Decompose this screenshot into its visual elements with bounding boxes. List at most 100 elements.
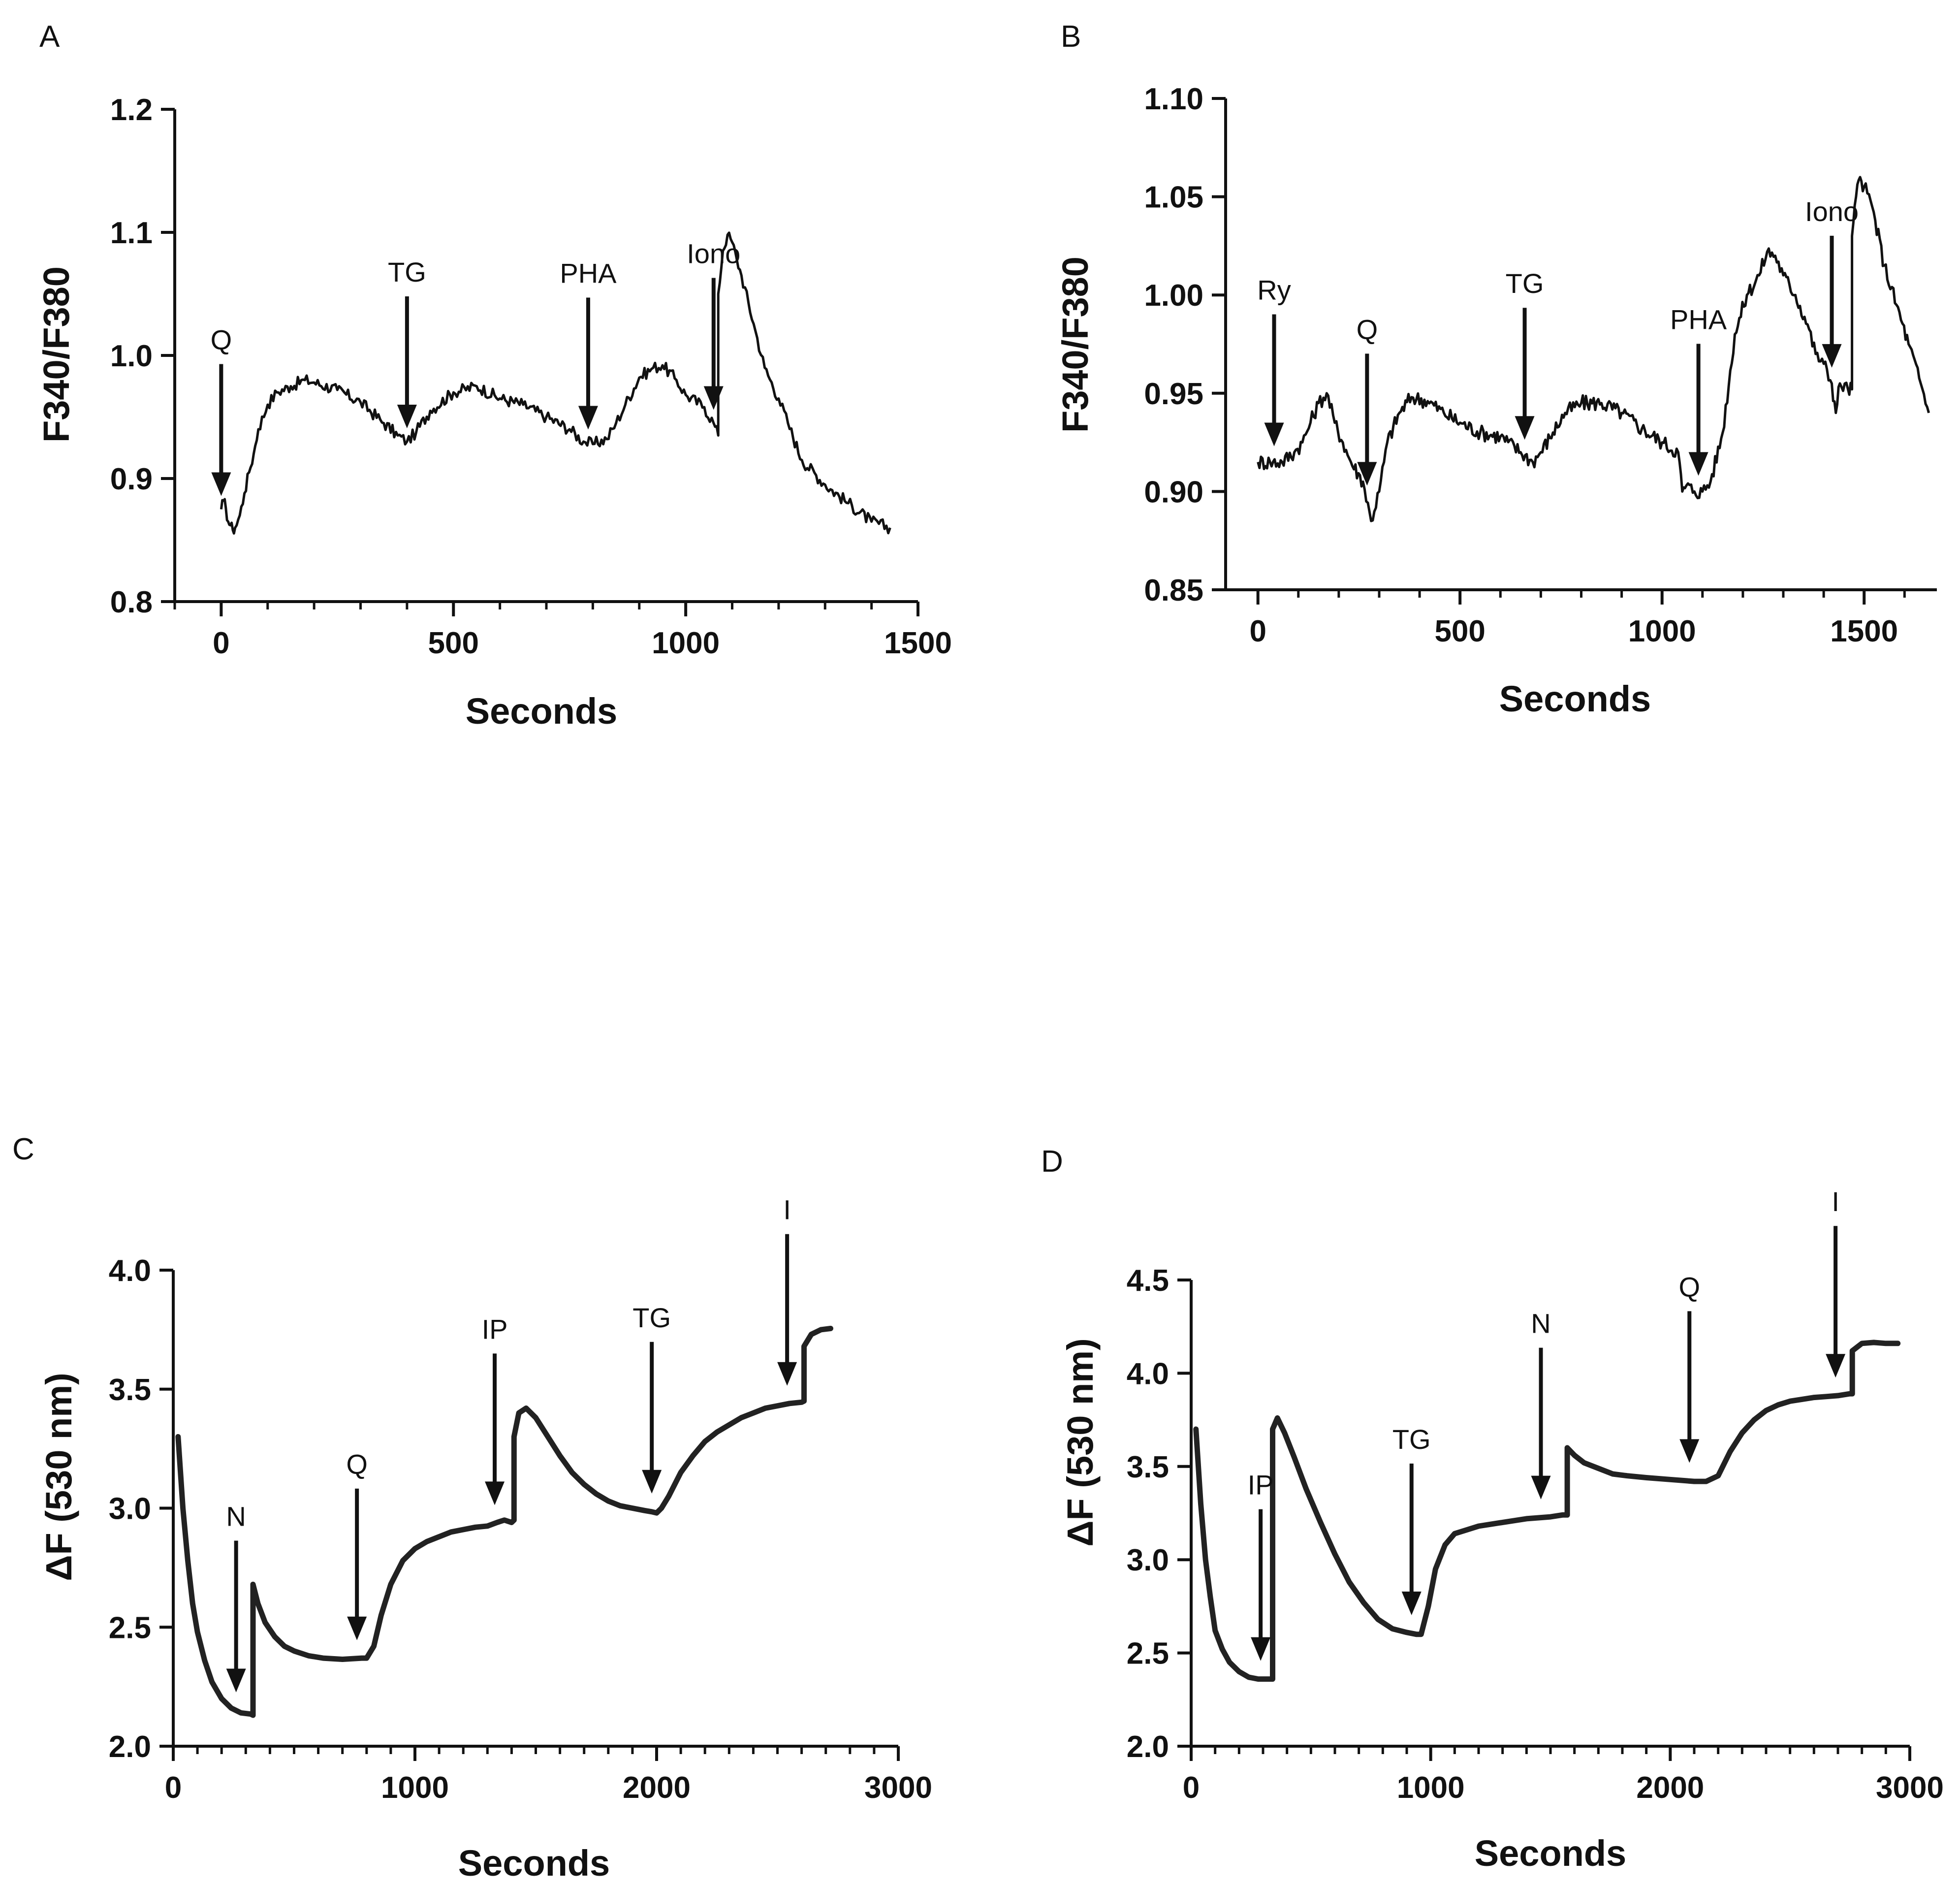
panel-a: A 0.8 0.9 1.0 1.1 1.2 0 500 1000 1500 Q TG PHA Iono… [36, 20, 952, 732]
panel-d-annotation-label: IP [1248, 1470, 1274, 1501]
panel-c-annotation-arrowhead [777, 1362, 797, 1386]
panel-a-y-tick-label: 0.8 [110, 585, 153, 619]
panel-a-annotation-label: TG [388, 256, 426, 288]
panel-c-axes [172, 1270, 898, 1748]
panel-c-annotation-label: TG [632, 1302, 671, 1333]
panel-b-annotations: Ry Q TG PHA Iono [1257, 196, 1859, 486]
panel-a-trace [220, 231, 891, 535]
panel-b-annotation-arrowhead [1264, 422, 1284, 447]
panel-c-annotation-arrowhead [347, 1616, 367, 1640]
panel-a-annotation-label: PHA [560, 258, 617, 289]
panel-b-trace [1257, 176, 1930, 522]
panel-c-annotation-label: IP [482, 1313, 508, 1344]
panel-a-x-tick-label: 500 [428, 626, 479, 660]
panel-b-axes [1224, 98, 1937, 591]
panel-c-y-tick-label: 2.0 [109, 1730, 151, 1764]
panel-d-annotations: IP TG N Q I [1248, 1186, 1846, 1661]
panel-d-axes [1190, 1280, 1910, 1748]
panel-c-ticks: 2.0 2.5 3.0 3.5 4.0 0 1000 2000 3000 [109, 1254, 932, 1805]
panel-c-annotation-label: Q [346, 1449, 368, 1480]
panel-b-x-tick-label: 1500 [1830, 614, 1898, 648]
panel-d-y-tick-label: 2.5 [1127, 1637, 1169, 1671]
panel-d: D 2.0 2.5 3.0 3.5 4.0 4.5 0 1000 2000 3000 IP TG N Q… [1041, 1145, 1944, 1874]
panel-a-y-axis-title: F340/F380 [36, 266, 77, 443]
panel-c-y-tick-label: 4.0 [109, 1254, 151, 1288]
panel-b-annotation-label: TG [1506, 268, 1544, 299]
panel-d-annotation-label: TG [1392, 1424, 1431, 1455]
panel-b-y-tick-label: 1.05 [1144, 181, 1203, 215]
panel-b-annotation-label: Q [1357, 314, 1378, 345]
panel-d-annotation-arrowhead [1531, 1475, 1551, 1500]
panel-a-y-tick-label: 1.0 [110, 339, 153, 373]
panel-b-letter: B [1061, 20, 1081, 54]
panel-b-x-tick-label: 0 [1249, 614, 1266, 648]
panel-a-annotation-label: Q [211, 324, 232, 355]
panel-b-y-tick-label: 1.00 [1144, 279, 1203, 313]
panel-b-y-tick-label: 0.85 [1144, 574, 1203, 608]
panel-c-x-tick-label: 1000 [381, 1771, 449, 1805]
panel-a-x-axis-title: Seconds [466, 691, 617, 732]
panel-b-annotation-arrowhead [1357, 462, 1377, 486]
panel-a-axes [173, 109, 918, 603]
panel-d-letter: D [1041, 1145, 1063, 1179]
panel-c-annotation-arrowhead [226, 1668, 246, 1693]
panel-a-annotation-arrowhead [211, 472, 231, 496]
panel-a-annotations: Q TG PHA Iono [211, 238, 740, 496]
panel-a-annotation-arrowhead [578, 406, 598, 430]
panel-a-annotation-arrowhead [703, 386, 724, 410]
panel-b-x-tick-label: 500 [1434, 614, 1485, 648]
panel-a-letter: A [39, 20, 60, 54]
panel-a-y-tick-label: 1.2 [110, 93, 153, 127]
panel-d-annotation-arrowhead [1679, 1439, 1700, 1463]
panel-c-x-tick-label: 2000 [623, 1771, 691, 1805]
panel-d-x-tick-label: 2000 [1636, 1771, 1704, 1805]
panel-b-annotation-arrowhead [1688, 452, 1708, 476]
panel-b-annotation-label: Iono [1805, 196, 1859, 227]
panel-c-x-axis-title: Seconds [458, 1843, 610, 1884]
panel-c-annotations: N Q IP TG I [226, 1194, 797, 1693]
panel-c-x-tick-label: 3000 [864, 1771, 932, 1805]
panel-d-annotation-arrowhead [1826, 1354, 1846, 1378]
panel-a-x-tick-label: 0 [213, 626, 229, 660]
panel-b-annotation-arrowhead [1515, 416, 1535, 440]
panel-d-y-tick-label: 4.5 [1127, 1264, 1169, 1298]
panel-b-y-axis-title: F340/F380 [1055, 256, 1096, 433]
panel-d-y-tick-label: 3.0 [1127, 1543, 1169, 1577]
panel-b-x-axis-title: Seconds [1499, 678, 1651, 719]
panel-c-annotation-label: N [226, 1501, 246, 1532]
panel-c: C 2.0 2.5 3.0 3.5 4.0 0 1000 2000 3000 N Q IP TG I S… [12, 1132, 932, 1884]
panel-c-annotation-label: I [783, 1194, 791, 1225]
panel-d-annotation-label: I [1832, 1186, 1839, 1217]
panel-c-letter: C [12, 1132, 34, 1166]
panel-b: B 0.85 0.90 0.95 1.00 1.05 1.10 0 500 1000 1500 R… [1055, 20, 1937, 719]
panel-b-y-tick-label: 0.90 [1144, 475, 1203, 509]
panel-b-annotation-arrowhead [1822, 344, 1842, 368]
panel-b-x-tick-label: 1000 [1628, 614, 1696, 648]
panel-c-y-tick-label: 3.5 [109, 1373, 151, 1407]
panel-a-annotation-arrowhead [397, 405, 417, 428]
panel-a-ticks: 0.8 0.9 1.0 1.1 1.2 0 500 1000 1500 [110, 93, 952, 660]
panel-a-annotation-label: Iono [687, 238, 740, 269]
panel-a-x-tick-label: 1000 [652, 626, 720, 660]
panel-d-y-tick-label: 3.5 [1127, 1450, 1169, 1484]
panel-b-y-tick-label: 0.95 [1144, 377, 1203, 411]
panel-d-ticks: 2.0 2.5 3.0 3.5 4.0 4.5 0 1000 2000 3000 [1127, 1264, 1944, 1805]
panel-c-annotation-arrowhead [642, 1470, 662, 1494]
panel-d-annotation-arrowhead [1251, 1637, 1271, 1661]
panel-d-annotation-label: Q [1678, 1271, 1700, 1302]
panel-c-trace [175, 1326, 833, 1718]
panel-a-y-tick-label: 1.1 [110, 216, 153, 250]
panel-c-x-tick-label: 0 [165, 1771, 182, 1805]
panel-c-y-tick-label: 3.0 [109, 1492, 151, 1526]
panel-c-y-tick-label: 2.5 [109, 1611, 151, 1645]
panel-d-x-tick-label: 1000 [1397, 1771, 1465, 1805]
panel-d-y-axis-title: ΔF (530 nm) [1060, 1338, 1101, 1546]
panel-d-y-tick-label: 4.0 [1127, 1357, 1169, 1391]
panel-d-x-tick-label: 3000 [1876, 1771, 1944, 1805]
panel-d-annotation-label: N [1531, 1308, 1550, 1339]
panel-d-annotation-arrowhead [1401, 1591, 1422, 1615]
panel-d-x-tick-label: 0 [1183, 1771, 1200, 1805]
panel-a-y-tick-label: 0.9 [110, 462, 153, 496]
panel-a-x-tick-label: 1500 [884, 626, 952, 660]
